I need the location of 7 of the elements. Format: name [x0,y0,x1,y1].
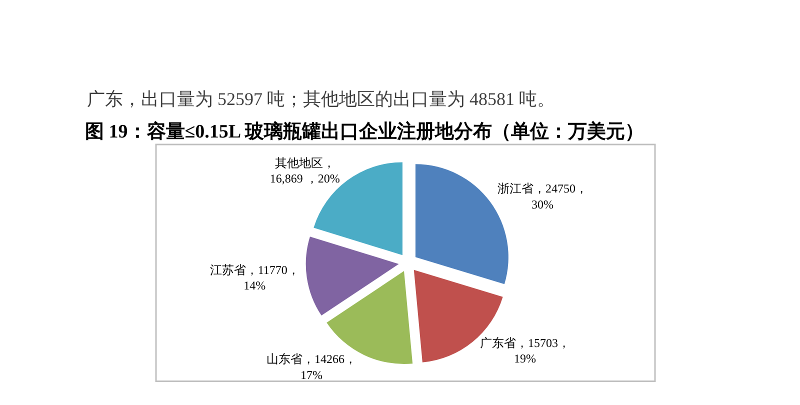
slice-label: 其他地区，16,869 ，20% [270,156,340,186]
slice-label: 江苏省，11770，14% [210,262,300,292]
slice-label: 浙江省，24750，30% [498,182,588,212]
chart-title: 图 19：容量≤0.15L 玻璃瓶罐出口企业注册地分布（单位：万美元） [85,120,644,143]
text: 广东，出口量为 52597 吨；其他地区的出口量为 48581 吨。 [87,89,555,109]
slice-label: 广东省，15703，19% [480,336,570,366]
slice-label: 山东省，14266，17% [266,352,357,382]
